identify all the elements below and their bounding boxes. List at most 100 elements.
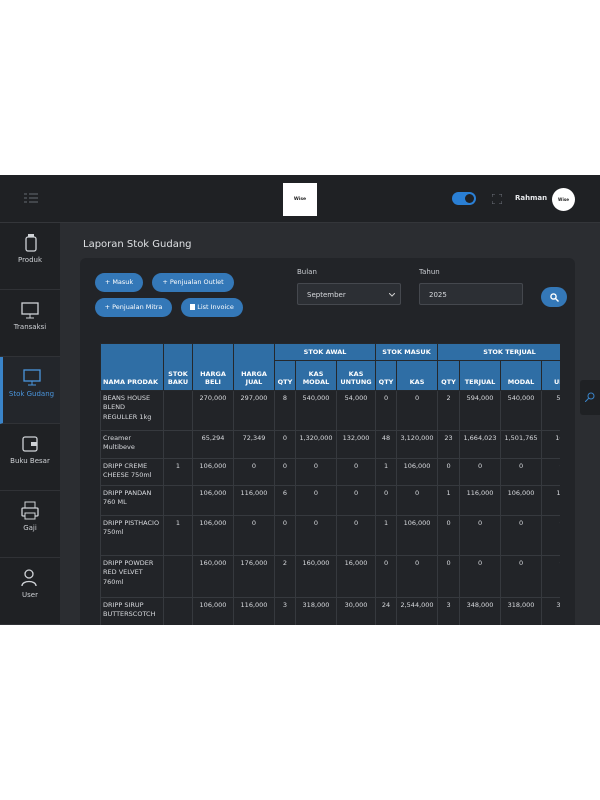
table-cell: 0 — [375, 485, 398, 516]
table-container: NAMA PRODAK STOK BAKU HARGA BELI HARGA JUAL… — [100, 343, 560, 625]
year-input[interactable]: 2025 — [419, 283, 523, 305]
table-cell: 3,120,000 — [396, 430, 439, 459]
table-cell: 0 — [459, 458, 502, 486]
sidebar-item[interactable]: Produk — [0, 223, 60, 290]
fullscreen-icon[interactable] — [492, 194, 502, 204]
table-cell: 0 — [396, 555, 439, 598]
table-head: NAMA PRODAK STOK BAKU HARGA BELI HARGA JUAL… — [100, 343, 560, 391]
button[interactable]: List Invoice — [181, 298, 243, 317]
sidebar-label: Gaji — [23, 524, 37, 532]
table-cell: 23 — [437, 430, 461, 459]
table-cell: 1,501,765 — [500, 430, 543, 459]
column-header: MODAL — [500, 360, 543, 391]
table-cell: DRIPP CREME CHEESE 750ml — [100, 458, 164, 486]
table-cell: 0 — [500, 555, 543, 598]
header-row: QTY KAS MODAL KAS UNTUNG QTY KAS QTY TERJUAL MO… — [101, 360, 560, 391]
sidebar-label: User — [22, 591, 38, 599]
button[interactable]: + Masuk — [95, 273, 143, 292]
menu-icon[interactable] — [24, 193, 38, 203]
logo[interactable]: Wise — [283, 183, 317, 216]
button[interactable]: + Penjualan Mitra — [95, 298, 172, 317]
sidebar-label: Produk — [17, 256, 43, 264]
column-header: NAMA PRODAK — [100, 343, 164, 391]
table-row: DRIPP PISTHACIO 750ml 1 106,000 0 0 0 0 1 106,00… — [100, 515, 560, 556]
table-cell: 0 — [295, 515, 337, 556]
column-header: KAS UNTUNG — [335, 360, 377, 391]
sidebar-label: Stok Gudang — [8, 390, 55, 398]
table-cell: 72,349 — [233, 430, 275, 459]
sidebar-item[interactable]: Transaksi — [0, 290, 60, 357]
table-cell: 106,000 — [500, 485, 543, 516]
table-cell: 2 — [274, 555, 296, 598]
sidebar-item[interactable]: Buku Besar — [0, 424, 60, 491]
table-cell: 2,544,000 — [396, 597, 439, 625]
table-cell: 0 — [274, 458, 296, 486]
table-cell: 54, — [541, 390, 560, 431]
table-cell: 540,000 — [500, 390, 543, 431]
sidebar-icon — [21, 569, 37, 587]
avatar[interactable]: Wise — [552, 188, 575, 211]
sidebar-label: Buku Besar — [10, 457, 50, 465]
table-cell: 0 — [375, 390, 398, 431]
sidebar-item[interactable]: Stok Gudang — [0, 357, 60, 424]
table-cell: 106,000 — [192, 458, 234, 486]
table-cell: 162 — [541, 430, 560, 459]
table-cell: 0 — [500, 458, 543, 486]
sidebar-icon — [25, 234, 37, 252]
table-cell: 106,000 — [396, 515, 439, 556]
table-row: DRIPP CREME CHEESE 750ml 1 106,000 0 0 0 0 1 106… — [100, 458, 560, 486]
table-cell: 6 — [274, 485, 296, 516]
column-header: QTY — [375, 360, 398, 391]
table-cell: 1 — [437, 485, 461, 516]
group-header: STOK AWAL — [273, 343, 377, 361]
table-cell — [163, 430, 193, 459]
sidebar-item[interactable]: Gaji — [0, 491, 60, 558]
column-header: QTY — [437, 360, 461, 391]
side-tab[interactable] — [580, 380, 600, 415]
table-cell: 0 — [541, 458, 560, 486]
table-cell: 132,000 — [335, 430, 377, 459]
column-header: TERJUAL — [459, 360, 502, 391]
table-cell: 1 — [163, 515, 193, 556]
sidebar-label: Transaksi — [13, 323, 47, 331]
table-cell: 594,000 — [459, 390, 502, 431]
table-cell — [163, 485, 193, 516]
table-cell: BEANS HOUSE BLEND REGULLER 1kg — [100, 390, 164, 431]
column-header: UNT — [541, 360, 560, 391]
column-header: QTY — [274, 360, 296, 391]
column-header: HARGA JUAL — [233, 343, 275, 391]
sidebar-item[interactable]: User — [0, 558, 60, 625]
search-button[interactable] — [541, 287, 567, 307]
table-cell: Creamer Multibeve — [100, 430, 164, 459]
table-cell: 30,000 — [335, 597, 377, 625]
table-cell: 0 — [396, 390, 439, 431]
table-cell: DRIPP POWDER RED VELVET 760ml — [100, 555, 164, 598]
table-cell: 3 — [437, 597, 461, 625]
table-cell: 0 — [295, 485, 337, 516]
button-label: List Invoice — [197, 303, 234, 311]
table-row: DRIPP PANDAN 760 ML 106,000 116,000 6 0 0 0 0 1 1… — [100, 485, 560, 516]
table-cell: 1,664,023 — [459, 430, 502, 459]
month-select[interactable]: September — [297, 283, 401, 305]
table-cell: 0 — [437, 458, 461, 486]
table-cell: 0 — [375, 555, 398, 598]
table-cell: 318,000 — [500, 597, 543, 625]
theme-toggle[interactable] — [452, 192, 476, 205]
user-name[interactable]: Rahman — [515, 194, 548, 202]
table-row: DRIPP POWDER RED VELVET 760ml 160,000 176,… — [100, 555, 560, 598]
table-cell: 1 — [375, 458, 398, 486]
table-row: Creamer Multibeve 65,294 72,349 0 1,320,000 1… — [100, 430, 560, 459]
table-cell: 297,000 — [233, 390, 275, 431]
table-cell: 348,000 — [459, 597, 502, 625]
table-cell: 0 — [295, 458, 337, 486]
button[interactable]: + Penjualan Outlet — [152, 273, 234, 292]
table-cell: 0 — [541, 555, 560, 598]
column-header: HARGA BELI — [192, 343, 234, 391]
table-cell: 0 — [335, 515, 377, 556]
table-cell: 1 — [375, 515, 398, 556]
group-header: STOK TERJUAL — [437, 343, 560, 361]
table-cell: 116,000 — [233, 597, 275, 625]
header-row: NAMA PRODAK STOK BAKU HARGA BELI HARGA JUAL… — [100, 343, 560, 391]
search-icon — [585, 392, 595, 402]
